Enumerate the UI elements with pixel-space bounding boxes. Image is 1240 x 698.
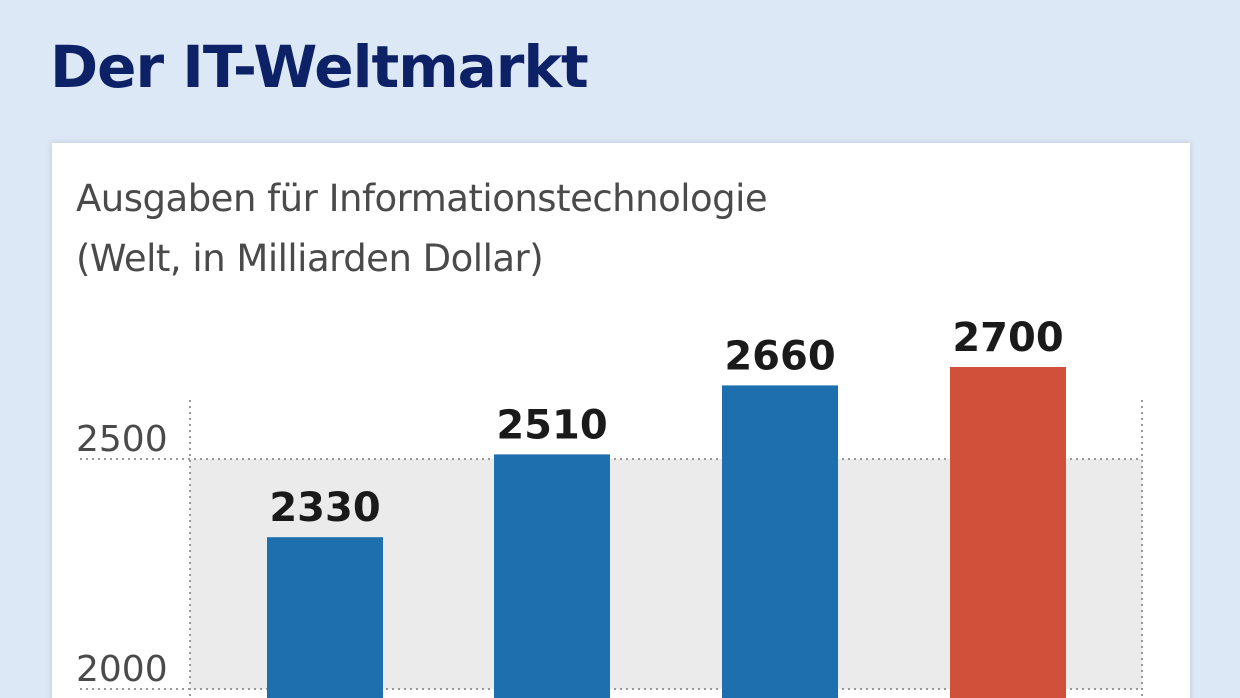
bar bbox=[494, 454, 610, 698]
y-tick-label: 2000 bbox=[76, 649, 168, 690]
bar bbox=[267, 537, 383, 698]
bar-value-label: 2660 bbox=[724, 333, 835, 379]
chart-subtitle-line2: (Welt, in Milliarden Dollar) bbox=[76, 237, 544, 280]
bar-value-label: 2330 bbox=[269, 485, 380, 531]
chart-subtitle-line1: Ausgaben für Informationstechnologie bbox=[76, 177, 768, 220]
y-tick-label: 2500 bbox=[76, 419, 168, 460]
bar bbox=[950, 367, 1066, 698]
bar-value-label: 2700 bbox=[952, 315, 1063, 361]
bar bbox=[722, 385, 838, 698]
bar-value-label: 2510 bbox=[496, 402, 607, 448]
page-title: Der IT-Weltmarkt bbox=[50, 33, 589, 101]
